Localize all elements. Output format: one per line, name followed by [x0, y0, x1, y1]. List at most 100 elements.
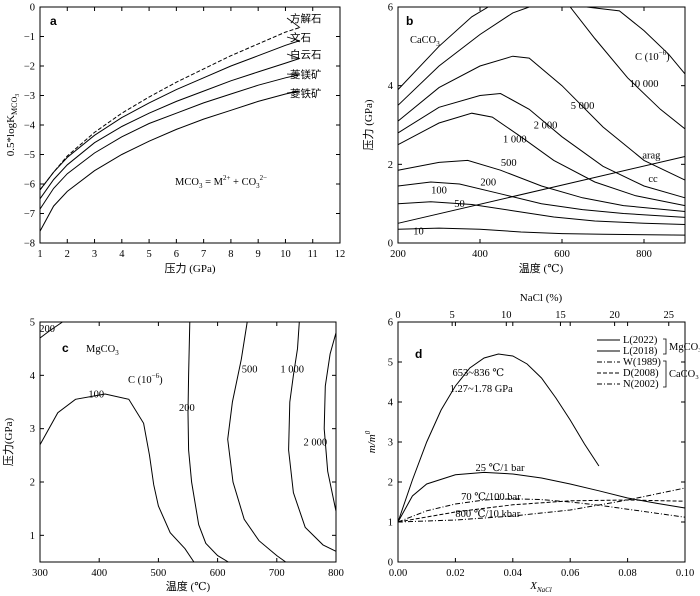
- panel-a-reaction: MCO3 = M2+ + CO32−: [175, 174, 267, 190]
- contour-label: 10 000: [630, 79, 659, 90]
- x-tick-label: 4: [119, 249, 125, 260]
- series-line-9: [397, 6, 686, 90]
- series-label: 菱铁矿: [290, 87, 322, 100]
- x-tick-label: 6: [174, 249, 179, 260]
- panel-d-ylabel: m/m0: [364, 430, 378, 453]
- panel-b-ylabel: 压力 (GPa): [362, 99, 375, 150]
- series-line-2: [397, 471, 686, 523]
- legend-label: D(2008): [623, 368, 659, 379]
- x-tick-label: 800: [636, 249, 652, 260]
- leader-line: [286, 36, 301, 42]
- panel-c-ylabel: 压力(GPa): [2, 418, 15, 467]
- legend-bracket: [663, 338, 667, 355]
- panel-c-xlabel: 温度 (℃): [166, 579, 211, 593]
- y-tick-label: −2: [24, 62, 35, 73]
- series-line-4: [227, 321, 286, 563]
- x-tick-label: 0.02: [446, 568, 464, 579]
- panel-b-xlabel: 温度 (℃): [519, 261, 564, 275]
- panel-d-letter: d: [415, 347, 422, 361]
- y-tick-label: 0: [388, 239, 393, 250]
- y-tick-label: −6: [24, 180, 35, 191]
- panel-b-letter: b: [406, 14, 413, 28]
- top-x-tick-label: 5: [450, 310, 455, 321]
- legend-bracket: [663, 360, 667, 388]
- series-line-3: [187, 321, 229, 563]
- x-tick-label: 0.00: [389, 568, 407, 579]
- top-x-tick-label: 10: [501, 310, 512, 321]
- panel-c-mineral: MgCO3: [86, 344, 119, 357]
- x-tick-label: 0.04: [504, 568, 523, 579]
- contour-label: 500: [242, 364, 258, 375]
- y-tick-label: 3: [388, 438, 393, 449]
- series-line-5: [397, 487, 686, 523]
- contour-label: 2 000: [534, 121, 558, 132]
- y-tick-label: −4: [24, 121, 36, 132]
- series-line-1: [397, 353, 600, 523]
- series-line-4: [397, 499, 686, 523]
- contour-label: 2 000: [303, 438, 327, 449]
- curve-annotation: 70 ℃/100 bar: [461, 492, 521, 503]
- series-label: 菱镁矿: [290, 68, 322, 81]
- y-tick-label: 6: [388, 3, 393, 14]
- x-tick-label: 7: [201, 249, 206, 260]
- top-x-tick-label: 25: [664, 310, 675, 321]
- curve-annotation: 653~836 ℃: [453, 368, 505, 379]
- legend-label: L(2022): [623, 335, 658, 346]
- contour-label: 200: [480, 178, 496, 189]
- contour-label: 100: [431, 185, 447, 196]
- series-line-1: [397, 227, 686, 236]
- series-line-3: [39, 58, 300, 200]
- series-label: 方解石: [290, 12, 322, 25]
- leader-line: [286, 53, 301, 60]
- x-tick-label: 0.06: [561, 568, 579, 579]
- phase-boundary-line: [397, 156, 686, 224]
- contour-label: 500: [501, 158, 517, 169]
- x-tick-label: 400: [472, 249, 488, 260]
- panel-c-legend-title: C (10−6): [128, 372, 163, 386]
- y-tick-label: −7: [24, 209, 35, 220]
- y-tick-label: 6: [388, 318, 393, 329]
- y-tick-label: 0: [388, 558, 393, 569]
- y-tick-label: 5: [388, 358, 393, 369]
- top-x-tick-label: 15: [555, 310, 566, 321]
- y-tick-label: −1: [24, 32, 35, 43]
- y-tick-label: 3: [30, 424, 35, 435]
- x-tick-label: 600: [554, 249, 570, 260]
- panel-c-letter: c: [62, 341, 69, 355]
- contour-label: 1 000: [280, 364, 304, 375]
- series-line-4: [397, 159, 686, 212]
- panel-d: d NaCl (%) 0.00 0.02 0.04 0.06 0.08 0.10 0 1 2 3 4…: [364, 292, 700, 594]
- panel-a-letter: a: [50, 14, 57, 28]
- series-line-2: [397, 201, 686, 225]
- x-tick-label: 0.08: [618, 568, 636, 579]
- x-tick-label: 600: [210, 568, 226, 579]
- series-line-1: [39, 321, 63, 339]
- x-tick-label: 8: [228, 249, 233, 260]
- series-line-3: [397, 181, 686, 218]
- x-tick-label: 500: [151, 568, 167, 579]
- y-tick-label: −5: [24, 150, 35, 161]
- curve-annotation: 1.27~1.78 GPa: [450, 384, 513, 395]
- y-tick-label: 2: [388, 160, 393, 171]
- series-line-6: [397, 92, 686, 199]
- panel-c-frame: [39, 321, 337, 563]
- series-label: 白云石: [290, 48, 322, 61]
- panel-a-xlabel: 压力 (GPa): [164, 262, 215, 275]
- panel-d-xlabel: XNaCl: [529, 580, 552, 594]
- top-x-tick-label: 20: [609, 310, 620, 321]
- leader-line: [286, 90, 301, 94]
- x-tick-label: 200: [390, 249, 406, 260]
- contour-label: 100: [88, 390, 104, 401]
- y-tick-label: −3: [24, 91, 35, 102]
- contour-label: 200: [179, 403, 195, 414]
- x-tick-label: 5: [146, 249, 151, 260]
- legend-label: W(1989): [623, 357, 661, 368]
- series-line-5: [39, 90, 300, 232]
- curve-annotation: 800 ℃/10 kbar: [455, 509, 520, 520]
- legend-group-label: CaCO₃: [669, 369, 699, 380]
- x-tick-label: 11: [308, 249, 318, 260]
- x-tick-label: 3: [92, 249, 97, 260]
- x-tick-label: 300: [32, 568, 48, 579]
